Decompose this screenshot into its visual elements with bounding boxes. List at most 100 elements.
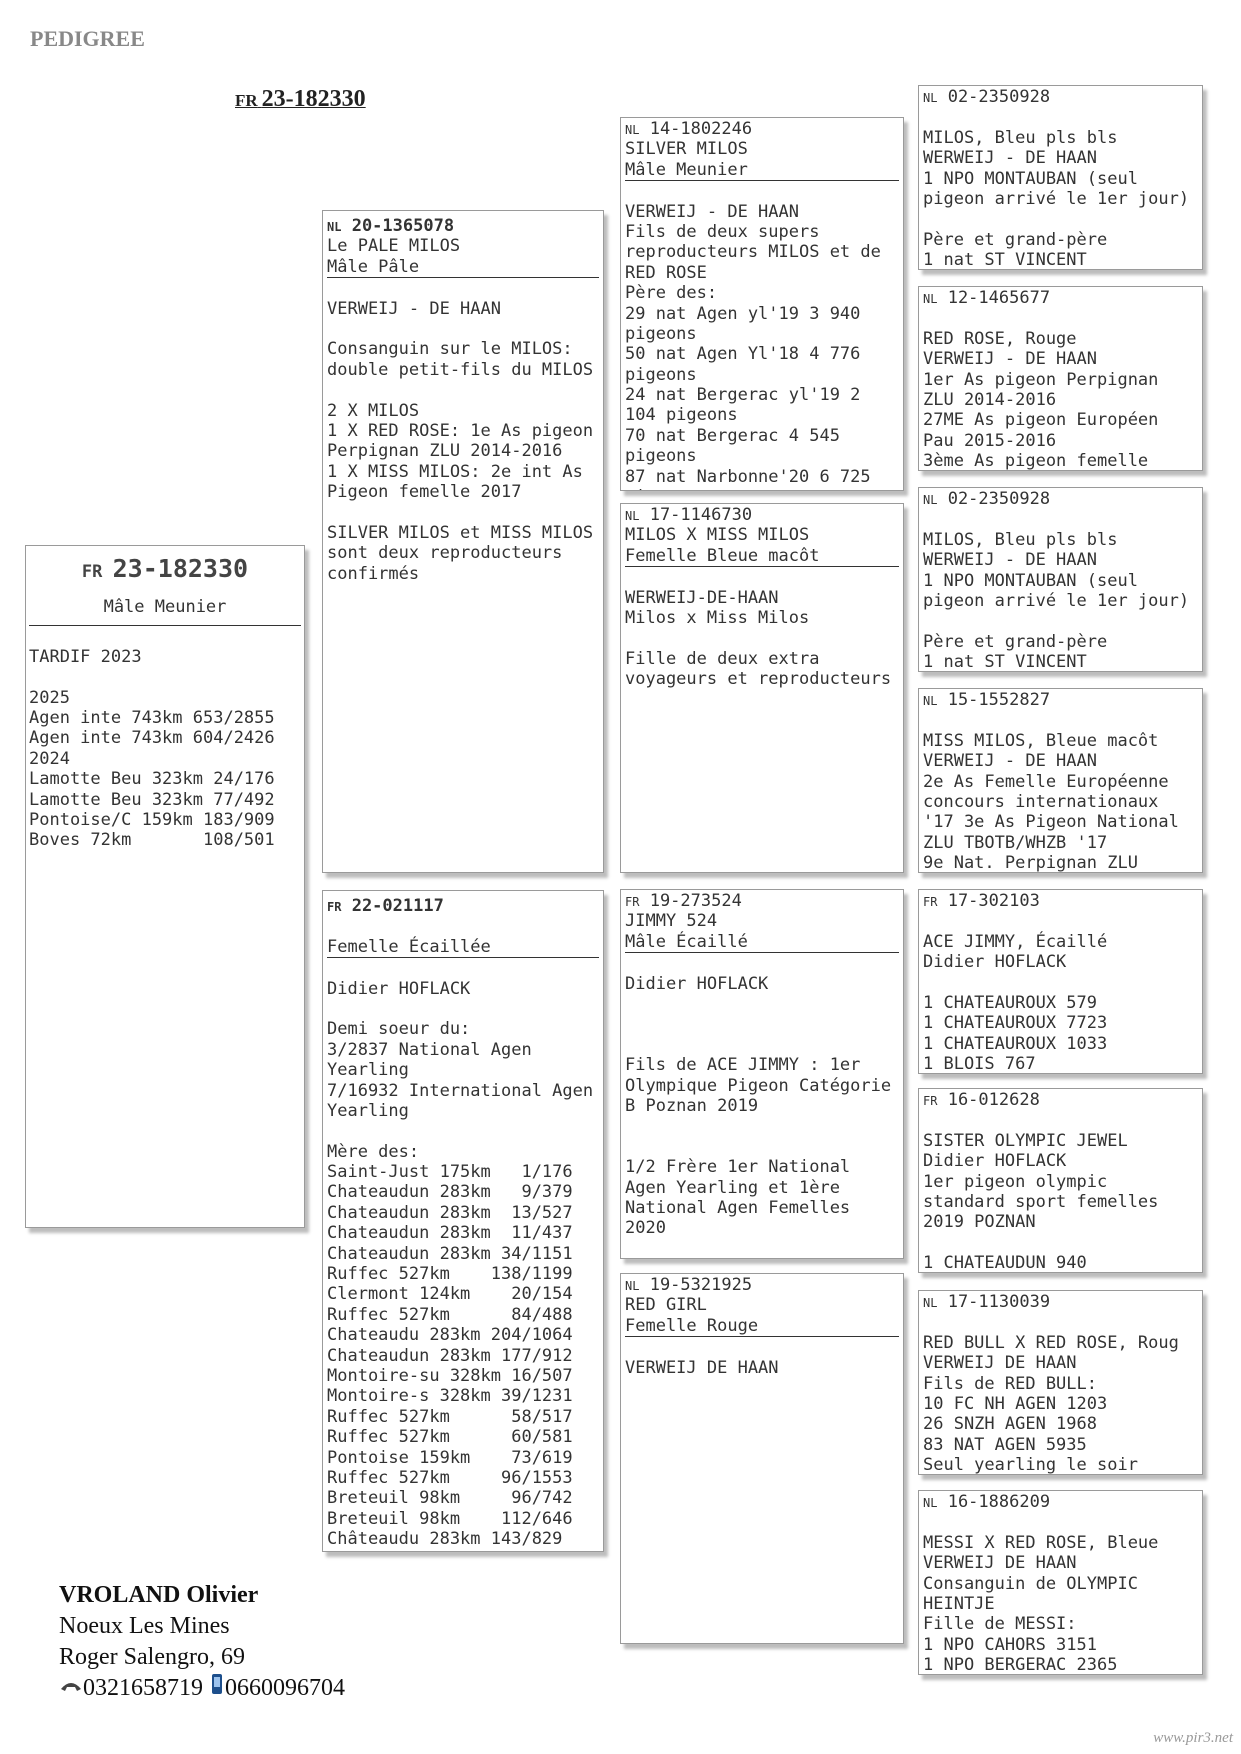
- text-line: 26 SNZH AGEN 1968: [923, 1414, 1097, 1435]
- text-line: 1 CHATEAUROUX 1033: [923, 1033, 1108, 1054]
- spacer: [327, 916, 599, 936]
- text-line: 3/2837 National Agen: [327, 1039, 532, 1060]
- text-line: VERWEIJ - DE HAAN: [327, 298, 501, 319]
- text-block: Fils de ACE JIMMY : 1er Olympique Pigeon …: [625, 1055, 899, 1116]
- text-line: 2e As Femelle Européenne: [923, 771, 1169, 792]
- text-block: RED ROSE, Rouge VERWEIJ - DE HAAN 1er As p…: [923, 329, 1198, 470]
- pigeon-card: NL 14-1802246 SILVER MILOS Mâle Meunier VER…: [620, 117, 904, 491]
- text-line: VERWEIJ - DE HAAN: [923, 751, 1097, 772]
- ring-line: NL 14-1802246: [625, 119, 899, 139]
- ring-number: 17-302103: [947, 891, 1040, 911]
- text-block: Consanguin sur le MILOS: double petit-fil…: [327, 339, 599, 380]
- text-line: 1 NPO BERGERAC 2365: [923, 1655, 1118, 1675]
- text-line: 1 X RED ROSE: 1e As pigeon: [327, 420, 594, 441]
- text-block: MILOS, Bleu pls bls WERWEIJ - DE HAAN 1 NP…: [923, 128, 1198, 210]
- text-line: Montoire-su 328km 16/507: [327, 1365, 573, 1386]
- text-line: Didier HOFLACK: [327, 978, 471, 999]
- head-line: Mâle Meunier: [625, 160, 899, 182]
- text-line: National Agen Femelles: [625, 1197, 851, 1218]
- text-line: Didier HOFLACK: [625, 973, 769, 994]
- text-block: 2025 Agen inte 743km 653/2855 Agen inte 74…: [29, 688, 301, 851]
- text-line: Fils de RED BULL:: [923, 1373, 1097, 1394]
- text-line: Montoire-s 328km 39/1231: [327, 1386, 573, 1407]
- text-line: Fille de deux extra: [625, 648, 820, 669]
- pigeon-card: FR 22-021117 Femelle Écaillée Didier HOFLA…: [322, 890, 604, 1552]
- text-block: RED BULL X RED ROSE, Roug VERWEIJ DE HAAN…: [923, 1332, 1198, 1475]
- text-line: 1 nat ST VINCENT: [923, 250, 1087, 270]
- text-line: ACE JIMMY, Écaillé: [923, 931, 1108, 952]
- pigeon-card: NL 12-1465677 RED ROSE, Rouge VERWEIJ - DE…: [918, 286, 1203, 471]
- text-line: Fils de deux supers: [625, 221, 820, 242]
- text-line: Yearling: [327, 1060, 409, 1081]
- text-block: MESSI X RED ROSE, Bleue VERWEIJ DE HAAN Co…: [923, 1533, 1198, 1675]
- breeder-phones: 0321658719 0660096704: [59, 1673, 345, 1704]
- text-line: Consanguin sur le MILOS:: [327, 339, 573, 360]
- pigeon-card: NL 16-1886209 MESSI X RED ROSE, Bleue VERW…: [918, 1490, 1203, 1675]
- ring-line: FR 22-021117: [327, 896, 599, 916]
- text-line: RED BULL X RED ROSE, Roug: [923, 1332, 1179, 1353]
- text-line: 1 NPO MONTAUBAN (seul: [923, 570, 1138, 591]
- text-line: reproducteurs MILOS et de: [625, 242, 881, 263]
- mobile-icon: [212, 1674, 222, 1694]
- text-line: VERWEIJ - DE HAAN: [625, 201, 799, 222]
- text-line: Père et grand-père: [923, 229, 1108, 250]
- pigeon-card: NL 19-5321925 RED GIRL Femelle Rouge VERWEI…: [620, 1273, 904, 1644]
- country-code: NL: [625, 509, 640, 523]
- text-line: Chateaudu 283km 204/1064: [327, 1325, 573, 1346]
- text-line: 1 BLOIS 767: [923, 1054, 1036, 1074]
- text-block: Didier HOFLACK: [327, 979, 599, 999]
- text-line: VERWEIJ DE HAAN: [923, 1353, 1077, 1374]
- text-line: Olympique Pigeon Catégorie: [625, 1075, 892, 1096]
- pigeon-card: FR 19-273524 JIMMY 524 Mâle Écaillé Didier …: [620, 889, 904, 1259]
- text-line: SISTER OLYMPIC JEWEL: [923, 1130, 1128, 1151]
- text-line: Chateaudun 283km 9/379: [327, 1182, 573, 1203]
- pigeon-card: NL 02-2350928 MILOS, Bleu pls bls WERWEIJ …: [918, 85, 1203, 270]
- text-line: 1 X MISS MILOS: 2e int As: [327, 461, 583, 482]
- text-line: Ruffec 527km 138/1199: [327, 1264, 573, 1285]
- text-line: Mère des:: [327, 1141, 420, 1162]
- pigeon-card: NL 17-1130039 RED BULL X RED ROSE, Roug VE…: [918, 1290, 1203, 1475]
- breeder-street: Roger Salengro, 69: [59, 1644, 245, 1670]
- text-line: pigeon arrivé le 1er jour): [923, 188, 1190, 209]
- text-block: VERWEIJ DE HAAN: [625, 1358, 899, 1378]
- text-line: Ruffec 527km 96/1553: [327, 1467, 573, 1488]
- subject-ring: FR 23-182330: [29, 554, 301, 587]
- text-line: Breteuil 98km 112/646: [327, 1508, 573, 1529]
- head-line: Femelle Rouge: [625, 1316, 899, 1338]
- country-code: NL: [923, 292, 938, 306]
- text-line: standard sport femelles: [923, 1191, 1159, 1212]
- text-line: Pigeon femelle 2017: [327, 482, 522, 503]
- text-line: Père et grand-père: [923, 631, 1108, 652]
- text-line: 50 nat Agen Yl'18 4 776: [625, 344, 861, 365]
- country-code: FR: [235, 91, 258, 110]
- text-line: Ruffec 527km 58/517: [327, 1406, 573, 1427]
- pigeon-card: NL 20-1365078 Le PALE MILOS Mâle Pâle VERWE…: [322, 210, 604, 873]
- text-block: Demi soeur du: 3/2837 National Agen Yearli…: [327, 1019, 599, 1121]
- text-block: 2 X MILOS 1 X RED ROSE: 1e As pigeon Perpi…: [327, 401, 599, 503]
- breeder-info: VROLAND Olivier Noeux Les Mines Roger Sa…: [59, 1580, 345, 1704]
- text-line: 83 NAT AGEN 5935: [923, 1434, 1087, 1455]
- text-block: VERWEIJ - DE HAAN: [327, 299, 599, 319]
- country-code: FR: [327, 900, 342, 914]
- text-line: Clermont 124km 20/154: [327, 1284, 573, 1305]
- text-line: concours internationaux: [923, 791, 1159, 812]
- text-line: B Poznan 2019: [625, 1095, 759, 1116]
- pigeon-card: NL 17-1146730 MILOS X MISS MILOS Femelle B…: [620, 503, 904, 873]
- head-line: Mâle Écaillé: [625, 932, 899, 954]
- text-line: Boves 72km 108/501: [29, 830, 275, 851]
- ring-number: 17-1130039: [947, 1292, 1051, 1312]
- text-block: 1 CHATEAUROUX 579 1 CHATEAUROUX 7723 1 CHA…: [923, 993, 1198, 1074]
- text-line: 2 X MILOS: [327, 400, 420, 421]
- ring-line: NL 12-1465677: [923, 288, 1198, 308]
- ring-number: 23-182330: [112, 554, 249, 583]
- text-line: pigeon arrivé le 1er jour): [923, 590, 1190, 611]
- text-line: Seul yearling le soir: [923, 1455, 1138, 1475]
- text-line: 7/16932 International Agen: [327, 1080, 594, 1101]
- head-line: MILOS X MISS MILOS: [625, 525, 810, 546]
- text-line: '17 3e As Pigeon National: [923, 812, 1179, 833]
- watermark: www.pir3.net: [1153, 1730, 1233, 1746]
- text-line: SILVER MILOS et MISS MILOS: [327, 522, 594, 543]
- ring-number: 19-273524: [649, 891, 742, 911]
- country-code: NL: [923, 1496, 938, 1510]
